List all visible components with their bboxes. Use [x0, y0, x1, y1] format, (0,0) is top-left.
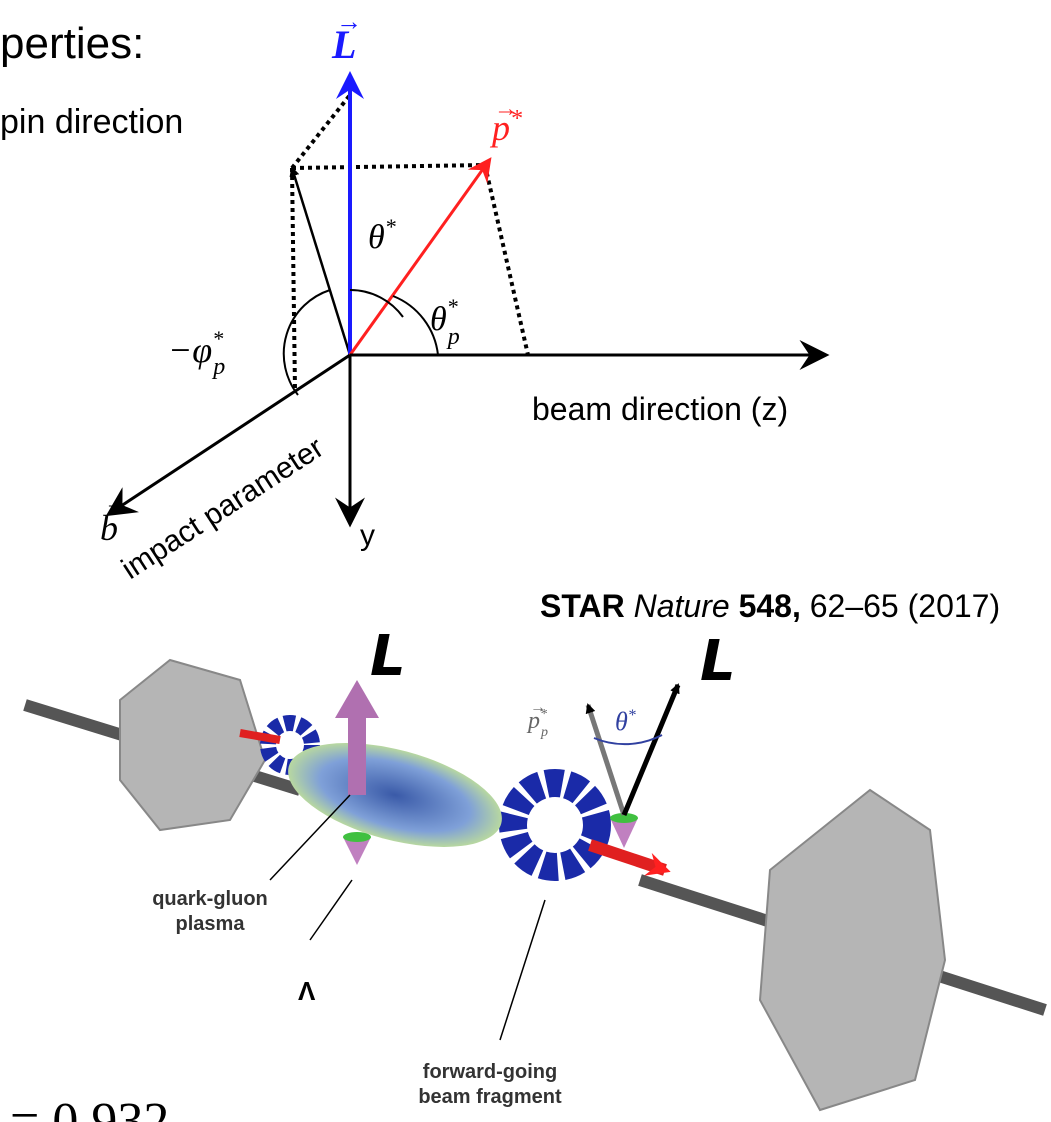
superscript: *: [385, 214, 396, 239]
projected-vector: [289, 166, 352, 356]
spin-top: [610, 818, 638, 848]
bottom-diagram: [23, 658, 1047, 1112]
lambda-top: [343, 837, 371, 865]
collab: STAR: [540, 588, 625, 624]
phi-arc: [282, 289, 331, 396]
theta-label: θ*: [615, 707, 636, 736]
spin-top-cap: [610, 813, 638, 823]
qgp-label: plasma: [176, 913, 246, 935]
L-label: L: [370, 624, 406, 689]
phi-label: −φ* p: [168, 326, 225, 380]
b-arrow: [105, 353, 351, 517]
journal: Nature: [634, 588, 730, 624]
p-arrow: [348, 157, 492, 356]
L-arrow: [621, 683, 681, 816]
detector-disk: [119, 658, 267, 832]
theta-arc: [349, 288, 404, 318]
vector-arrow: →: [494, 96, 518, 122]
symbol: p: [489, 108, 510, 148]
leader-lines: [269, 794, 546, 1041]
detector-disk: [758, 788, 947, 1112]
subscript: p: [211, 354, 225, 380]
red-arrow: [239, 729, 281, 744]
nucleus-fragment: [499, 769, 611, 881]
projection-lines: [290, 93, 530, 391]
bullet: pin direction: [0, 103, 183, 141]
red-arrow: [588, 839, 671, 876]
beam-label: beam direction (z): [532, 391, 788, 427]
symbol: L: [331, 22, 356, 67]
qgp-label: quark-gluon: [152, 888, 268, 910]
vector-arrow: →: [530, 699, 546, 716]
heading: perties:: [0, 19, 144, 68]
theta-p-label: θ* p: [430, 294, 460, 350]
pages: 62–65 (2017): [810, 588, 1000, 624]
lambda-top-cap: [343, 832, 371, 842]
lambda-label: Λ: [298, 976, 316, 1006]
p-arrow: [585, 703, 627, 816]
y-label: y: [360, 519, 375, 552]
impact-label: impact parameter: [116, 431, 330, 586]
b-label: → b: [100, 490, 128, 548]
superscript: *: [447, 294, 458, 319]
symbol: θ: [368, 219, 385, 256]
symbol: −φ: [168, 330, 212, 370]
volume: 548,: [739, 588, 801, 624]
superscript: *: [628, 707, 636, 724]
subscript: p: [446, 324, 460, 350]
superscript: *: [510, 106, 522, 132]
L-shaft: [348, 715, 366, 795]
vector-arrow: →: [104, 490, 128, 516]
qgp-disk: [288, 743, 502, 847]
theta-label: θ*: [368, 214, 396, 256]
top-diagram: [105, 71, 830, 528]
L-label: L: [700, 629, 736, 694]
citation: STAR Nature 548, 62–65 (2017): [540, 588, 1000, 624]
p-label: →p*: [489, 96, 522, 148]
symbol: b: [100, 508, 118, 548]
fragment-label: beam fragment: [418, 1086, 562, 1108]
theta-p-arc: [392, 295, 439, 356]
L-head: [335, 680, 379, 718]
superscript: *: [540, 707, 547, 722]
p-label: → p* p: [526, 699, 548, 740]
theta-arc: [593, 734, 663, 746]
L-label: → L: [331, 7, 362, 67]
subscript: p: [540, 725, 548, 740]
equation-fragment: = 0.932: [10, 1093, 169, 1122]
fragment-label: forward-going: [423, 1061, 557, 1083]
superscript: *: [212, 326, 223, 351]
symbol: θ: [615, 707, 628, 736]
vector-arrow: →: [336, 7, 362, 36]
symbol: θ: [430, 301, 447, 338]
symbol: p: [526, 708, 540, 734]
